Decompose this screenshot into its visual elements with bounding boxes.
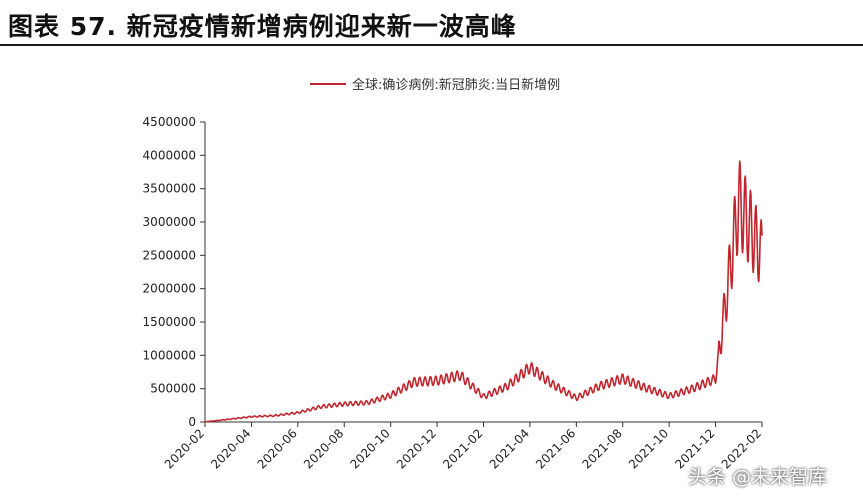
x-tick-label: 2021-06 bbox=[533, 426, 578, 471]
watermark: 头条 @未来智库 bbox=[688, 466, 828, 488]
y-axis: 0 500000 1000000 1500000 2000000 2500000 30000… bbox=[143, 115, 206, 429]
x-tick-label: 2020-06 bbox=[255, 426, 300, 471]
figure-title: 图表 57. 新冠疫情新增病例迎来新一波高峰 bbox=[8, 12, 517, 41]
series-line bbox=[204, 160, 763, 423]
figure-header: 图表 57. 新冠疫情新增病例迎来新一波高峰 bbox=[0, 0, 863, 46]
x-tick-label: 2021-04 bbox=[487, 426, 532, 471]
y-tick-label: 4000000 bbox=[143, 148, 196, 162]
y-tick-label: 2500000 bbox=[143, 248, 196, 262]
x-tick-label: 2021-02 bbox=[440, 426, 485, 471]
x-tick-label: 2020-02 bbox=[162, 426, 207, 471]
x-axis: 2020-02 2020-04 2020-06 2020-08 2020-10 2020-… bbox=[162, 421, 764, 472]
y-tick-label: 500000 bbox=[150, 382, 196, 396]
x-tick-label: 2021-10 bbox=[626, 426, 671, 471]
x-tick-label: 2020-04 bbox=[208, 426, 253, 471]
x-tick-label: 2020-10 bbox=[347, 426, 392, 471]
x-tick-label: 2021-08 bbox=[580, 426, 625, 471]
legend-label: 全球:确诊病例:新冠肺炎:当日新增例 bbox=[352, 77, 560, 93]
x-tick-label: 2020-12 bbox=[394, 426, 439, 471]
y-tick-label: 3500000 bbox=[143, 182, 196, 196]
y-tick-label: 0 bbox=[188, 415, 196, 429]
series-group bbox=[204, 160, 763, 423]
y-tick-label: 1000000 bbox=[143, 348, 196, 362]
y-tick-label: 4500000 bbox=[143, 115, 196, 129]
y-tick-label: 3000000 bbox=[143, 215, 196, 229]
chart-legend: 全球:确诊病例:新冠肺炎:当日新增例 bbox=[310, 77, 560, 93]
y-tick-label: 2000000 bbox=[143, 282, 196, 296]
y-tick-label: 1500000 bbox=[143, 315, 196, 329]
x-tick-label: 2020-08 bbox=[301, 426, 346, 471]
